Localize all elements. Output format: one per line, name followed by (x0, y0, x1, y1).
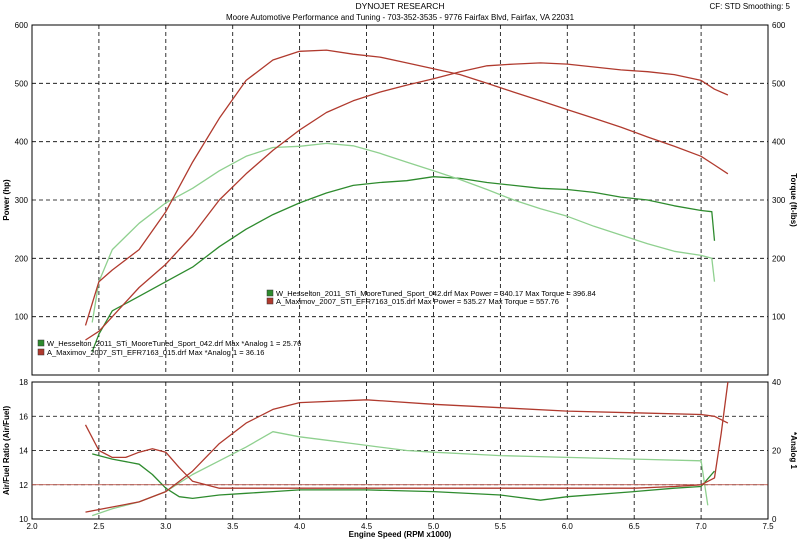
x-tick-label: 4.0 (294, 522, 306, 531)
series-line-air_fuel-3 (84, 381, 729, 489)
x-axis-title: Engine Speed (RPM x1000) (349, 530, 452, 539)
y-tick-label-left: 400 (15, 138, 29, 147)
series-line-power-1 (91, 176, 716, 352)
legend-swatch (266, 289, 274, 297)
correction-smoothing-label: CF: STD Smoothing: 5 (710, 2, 791, 11)
legend-swatch (266, 297, 274, 305)
series-line-air_fuel-1 (92, 453, 715, 501)
x-tick-label: 4.5 (361, 522, 373, 531)
x-tick-label: 6.0 (562, 522, 574, 531)
y-tick-label-right: 300 (772, 196, 786, 205)
shop-subtitle: Moore Automotive Performance and Tuning … (226, 13, 575, 22)
x-tick-label: 6.5 (629, 522, 641, 531)
legend-swatch (37, 339, 45, 347)
legend-entry: A_Maximov_2007_STI_EFR7163_015.drf Max P… (276, 297, 559, 306)
series-line-power-3 (85, 62, 729, 341)
y-tick-label-left: 16 (19, 412, 28, 421)
series-line-analog-4 (85, 399, 729, 513)
x-tick-label: 7.5 (762, 522, 774, 531)
legend-entry: A_Maximov_2007_STI_EFR7163_015.drf Max *… (47, 348, 264, 357)
legend-entry: W_Hesselton_2011_STi_MooreTuned_Sport_04… (47, 339, 301, 348)
x-tick-label: 2.5 (93, 522, 105, 531)
y-axis-title-right: *Analog 1 (789, 432, 798, 469)
legend-entry: W_Hesselton_2011_STi_MooreTuned_Sport_04… (276, 289, 596, 298)
x-tick-label: 2.0 (26, 522, 38, 531)
x-tick-label: 5.5 (495, 522, 507, 531)
y-tick-label-left: 500 (15, 79, 29, 88)
legend-swatch (37, 348, 45, 356)
y-tick-label-right: 100 (772, 313, 786, 322)
y-axis-title-left: Air/Fuel Ratio (Air/Fuel) (2, 406, 11, 496)
y-tick-label-left: 300 (15, 196, 29, 205)
x-tick-label: 3.0 (160, 522, 172, 531)
y-tick-label-left: 200 (15, 254, 29, 263)
y-tick-label-left: 10 (19, 515, 28, 524)
y-tick-label-right: 500 (772, 79, 786, 88)
y-tick-label-right: 200 (772, 254, 786, 263)
y-tick-label-right: 20 (772, 447, 781, 456)
y-tick-label-right: 0 (772, 515, 777, 524)
chart-title: DYNOJET RESEARCH (355, 1, 444, 11)
y-tick-label-left: 12 (19, 481, 28, 490)
series-line-torque-2 (91, 142, 716, 323)
power-torque-panel: 100 200 300 400 500 600 100 200 300 400 500 600 Powe… (2, 21, 798, 376)
x-tick-label: 7.0 (696, 522, 708, 531)
series-line-torque-4 (84, 49, 729, 326)
x-tick-label: 3.5 (227, 522, 239, 531)
y-tick-label-right: 40 (772, 378, 781, 387)
y-tick-label-left: 18 (19, 378, 28, 387)
y-tick-label-left: 600 (15, 21, 29, 30)
y-tick-label-left: 14 (19, 447, 28, 456)
y-tick-label-right: 600 (772, 21, 786, 30)
x-tick-label: 5.0 (428, 522, 440, 531)
y-tick-label-left: 100 (15, 313, 29, 322)
y-axis-title-right: Torque (ft-lbs) (789, 173, 798, 227)
y-tick-label-right: 400 (772, 138, 786, 147)
y-axis-title-left: Power (hp) (2, 179, 11, 221)
air-fuel-panel: 2.0 2.5 3.0 3.5 4.0 4.5 5.0 5.5 6.0 6.5 7.0 7.5 10 12… (2, 378, 798, 539)
